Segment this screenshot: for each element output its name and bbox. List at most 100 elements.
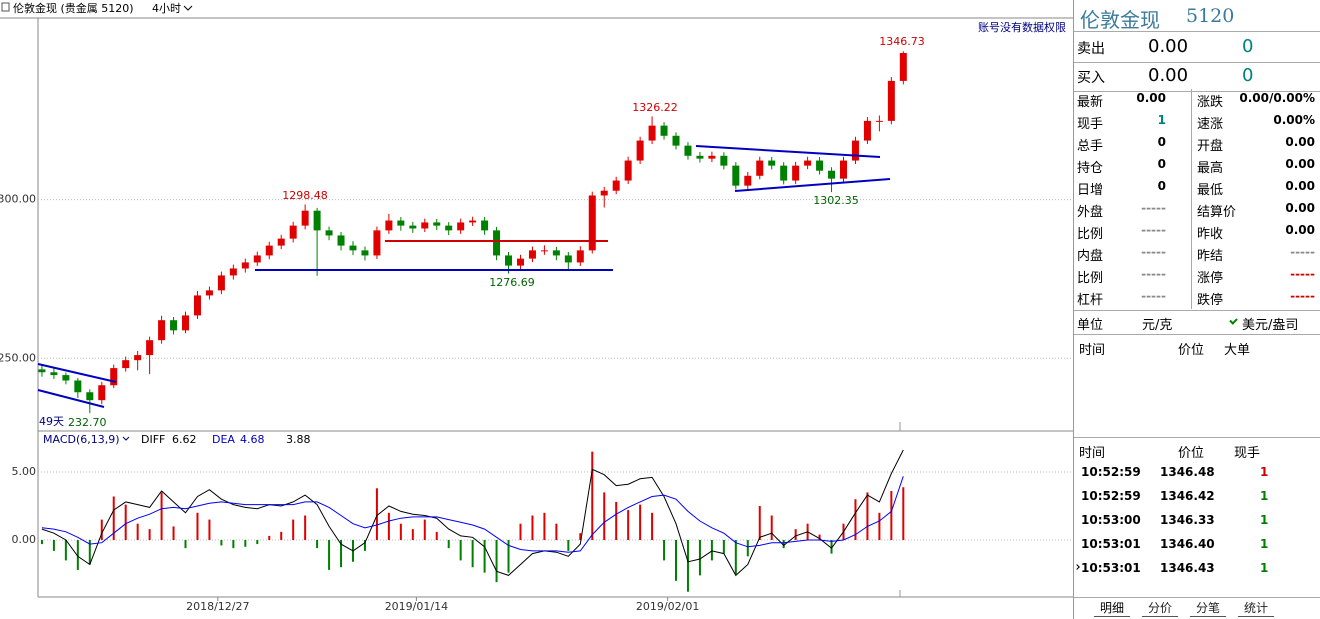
stat-value: -----: [1141, 245, 1166, 259]
unit-option[interactable]: 美元/盎司: [1242, 318, 1299, 333]
candle-body: [74, 380, 82, 393]
price-annotation: 1298.48: [282, 189, 328, 202]
candle-body: [409, 225, 417, 229]
candle-body: [445, 225, 453, 231]
candle-body: [720, 155, 728, 166]
period-select[interactable]: 4小时: [152, 2, 181, 15]
candle-body: [122, 360, 130, 369]
candle-body: [325, 230, 333, 236]
unit-option[interactable]: 元/克: [1142, 318, 1173, 333]
row-pointer: [1074, 564, 1080, 570]
stat-label: 最新: [1077, 95, 1104, 110]
y-tick-label: 1300.00: [0, 193, 36, 206]
unit-check: [1229, 316, 1238, 325]
tick-time: 10:53:01: [1081, 561, 1141, 575]
candle-body: [170, 320, 178, 331]
price-annotation: 1346.73: [879, 35, 925, 48]
legend-value: 3.88: [286, 433, 311, 446]
candle-body: [481, 220, 489, 231]
unit-label: 单位: [1077, 318, 1104, 333]
stat-value: 0.00: [1285, 179, 1315, 193]
candle-body: [744, 175, 752, 186]
tick-price: 1346.48: [1160, 465, 1215, 479]
quote-name: 伦敦金现: [1080, 8, 1160, 32]
column-header: 价位: [1178, 446, 1205, 461]
chevron: [183, 5, 193, 11]
price-annotation: 1276.69: [489, 276, 535, 289]
macd-title[interactable]: MACD(6,13,9): [43, 433, 120, 446]
stat-label: 总手: [1077, 139, 1104, 154]
stat-label: 内盘: [1077, 249, 1104, 264]
candle-body: [337, 235, 345, 246]
tab[interactable]: 分价: [1142, 599, 1179, 617]
column-divider: [1191, 89, 1192, 309]
stat-label: 结算价: [1197, 205, 1237, 220]
stat-label: 昨收: [1197, 227, 1224, 242]
column-header: 大单: [1224, 343, 1251, 358]
candle-body: [600, 190, 608, 196]
candle-body: [205, 290, 213, 296]
stat-label: 昨结: [1197, 249, 1224, 264]
stat-label: 比例: [1077, 227, 1104, 242]
column-header: 价位: [1178, 343, 1205, 358]
candle-body: [708, 155, 716, 159]
stat-value: 0.00: [1136, 91, 1166, 105]
candle-body: [349, 245, 357, 251]
candle-body: [98, 385, 106, 401]
candle-body: [182, 315, 190, 331]
tab[interactable]: 统计: [1238, 599, 1275, 617]
candle-body: [110, 368, 118, 386]
candle-body: [804, 160, 812, 166]
candle-body: [863, 120, 871, 141]
stat-value: 0: [1157, 179, 1166, 193]
candle-body: [887, 80, 895, 121]
separator: [1074, 437, 1320, 438]
tick-volume: 1: [1260, 465, 1269, 479]
stat-value: 0.00: [1285, 157, 1315, 171]
tick-time: 10:52:59: [1081, 465, 1141, 479]
stat-value: 0.00%: [1273, 113, 1315, 127]
x-tick-label: 2018/12/27: [186, 600, 249, 613]
book-label: 卖出: [1077, 41, 1105, 57]
x-tick-label: 2019/02/01: [636, 600, 699, 613]
column-header: 时间: [1079, 343, 1106, 358]
stat-label: 涨停: [1197, 271, 1224, 286]
chart-area: 伦敦金现 (贵金属 5120) 4小时 账号没有数据权限 1250.00 1300…: [0, 1, 1073, 613]
tab[interactable]: 分笔: [1190, 599, 1227, 617]
candle-body: [516, 258, 524, 266]
stat-label: 日增: [1077, 183, 1104, 198]
candle-body: [648, 125, 656, 141]
candle-body: [505, 255, 513, 266]
book-label: 买入: [1077, 70, 1105, 86]
separator: [1074, 91, 1320, 92]
tab[interactable]: 明细: [1094, 599, 1131, 617]
candle-body: [241, 262, 249, 269]
stat-label: 开盘: [1197, 139, 1224, 154]
candle-body: [839, 160, 847, 179]
candle-body: [193, 295, 201, 316]
candle-body: [756, 160, 764, 176]
tick-price: 1346.33: [1160, 513, 1215, 527]
candle-body: [265, 245, 273, 256]
stat-label: 最低: [1197, 183, 1224, 198]
candle-body: [816, 160, 824, 171]
stat-label: 杠杆: [1077, 293, 1104, 308]
candle-body: [397, 220, 405, 226]
separator: [1074, 310, 1320, 311]
stat-value: -----: [1141, 223, 1166, 237]
candle-body: [660, 125, 668, 136]
stat-value: -----: [1290, 267, 1315, 281]
candle-body: [899, 52, 907, 81]
stat-value: 0: [1157, 135, 1166, 149]
header-title: 伦敦金现 (贵金属 5120): [13, 1, 134, 15]
stat-value: 0.00: [1285, 201, 1315, 215]
tick-time: 10:53:00: [1081, 513, 1141, 527]
column-header: 时间: [1079, 446, 1106, 461]
stat-label: 跌停: [1197, 293, 1224, 308]
candle-body: [50, 372, 58, 376]
candle-body: [672, 135, 680, 146]
candle-body: [385, 220, 393, 231]
book-price: 0.00: [1148, 36, 1189, 57]
legend-name: DEA: [212, 433, 235, 446]
